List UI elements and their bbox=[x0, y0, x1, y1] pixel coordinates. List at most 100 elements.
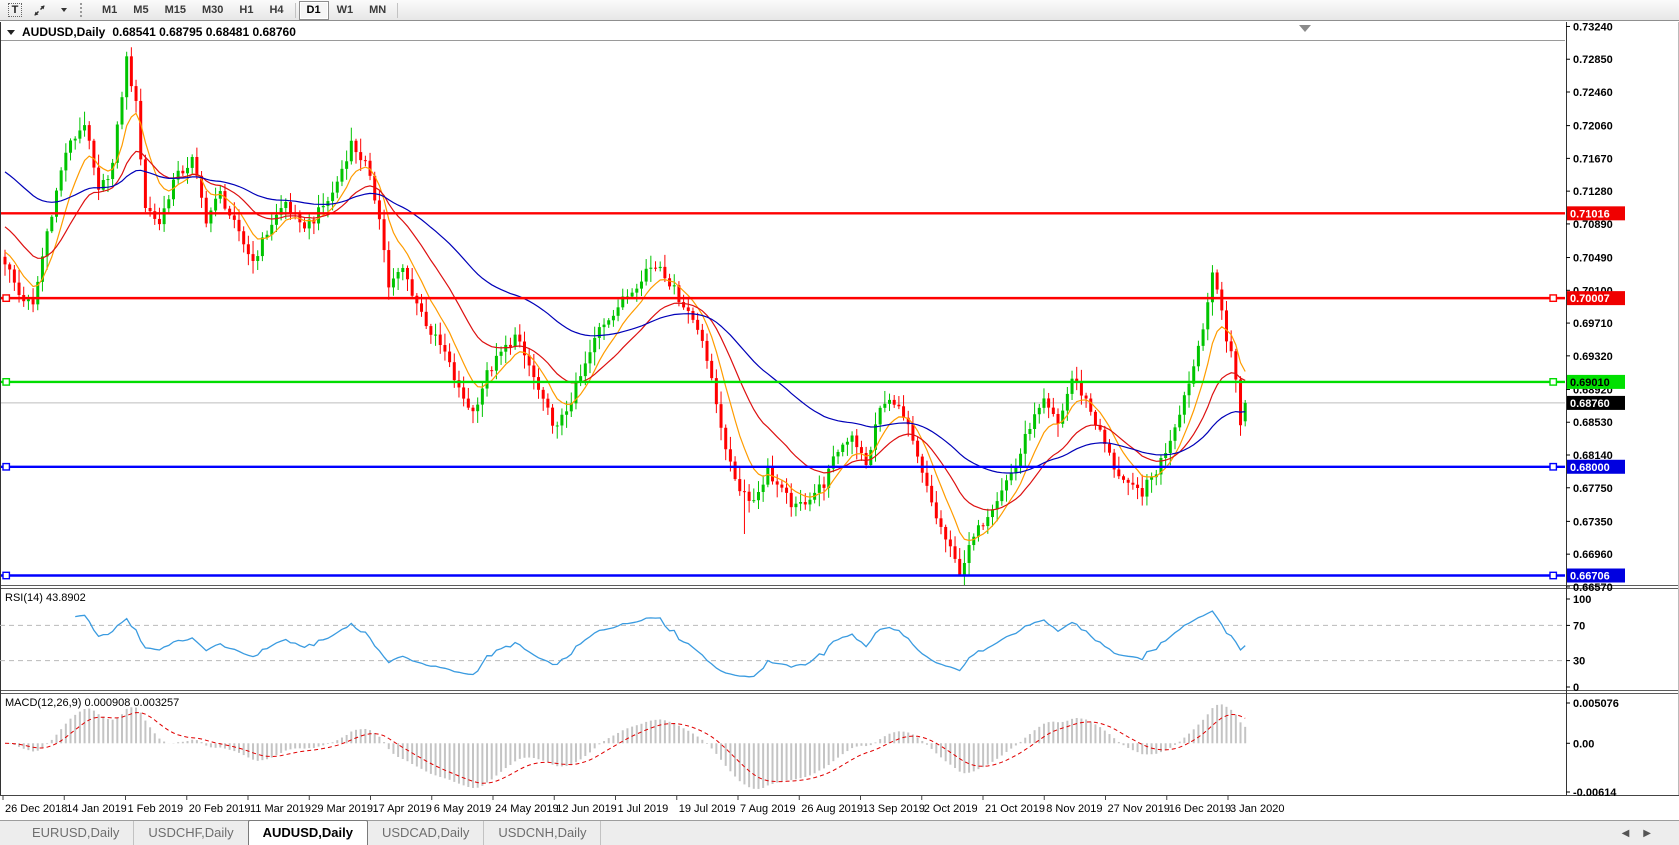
svg-text:0.72460: 0.72460 bbox=[1573, 87, 1613, 99]
svg-text:1 Feb 2019: 1 Feb 2019 bbox=[128, 803, 184, 815]
timeframe-button-mn[interactable]: MN bbox=[369, 4, 387, 16]
svg-text:21 Oct 2019: 21 Oct 2019 bbox=[985, 803, 1045, 815]
macd-signal-line bbox=[4, 712, 1246, 784]
candles bbox=[3, 47, 1247, 586]
svg-text:0.73240: 0.73240 bbox=[1573, 22, 1613, 33]
tab-scroll-left-button[interactable]: ◀ bbox=[1621, 827, 1630, 839]
svg-text:14 Jan 2019: 14 Jan 2019 bbox=[66, 803, 127, 815]
price-axis[interactable]: 0.73240 0.72850 0.72460 0.72060 0.71670 0.712… bbox=[1566, 22, 1613, 594]
rsi-indicator-label: RSI(14) 43.8902 bbox=[5, 592, 86, 604]
svg-text:27 Nov 2019: 27 Nov 2019 bbox=[1108, 803, 1170, 815]
svg-text:0.67750: 0.67750 bbox=[1573, 483, 1613, 495]
timeframe-button-m1[interactable]: M1 bbox=[102, 4, 118, 16]
svg-text:70: 70 bbox=[1573, 620, 1585, 632]
macd-indicator-label: MACD(12,26,9) 0.000908 0.003257 bbox=[5, 697, 180, 709]
price-badges: 0.71016 0.70007 0.69010 0.68000 0.66706 0.687… bbox=[1567, 206, 1625, 583]
chart-ohlc-values: 0.68541 0.68795 0.68481 0.68760 bbox=[112, 25, 296, 39]
timeframe-button-d1[interactable]: D1 bbox=[298, 0, 329, 20]
chart-title: AUDUSD,Daily 0.68541 0.68795 0.68481 0.6… bbox=[7, 25, 296, 39]
svg-text:0.66570: 0.66570 bbox=[1573, 582, 1613, 594]
svg-text:13 Sep 2019: 13 Sep 2019 bbox=[863, 803, 925, 815]
svg-text:0.71670: 0.71670 bbox=[1573, 153, 1613, 165]
svg-text:0.69710: 0.69710 bbox=[1573, 318, 1613, 330]
svg-text:0.66706: 0.66706 bbox=[1570, 571, 1610, 583]
svg-text:0: 0 bbox=[1573, 682, 1579, 694]
chart-symbol-label: AUDUSD,Daily bbox=[22, 25, 106, 39]
svg-text:0.69010: 0.69010 bbox=[1570, 377, 1610, 389]
svg-text:0.69320: 0.69320 bbox=[1573, 351, 1613, 363]
svg-text:0.72060: 0.72060 bbox=[1573, 121, 1613, 133]
svg-text:16 Dec 2019: 16 Dec 2019 bbox=[1169, 803, 1231, 815]
text-tool-button[interactable]: T bbox=[4, 1, 26, 20]
timeframe-buttons: M1 M5 M15 M30 H1 H4 D1 W1 MN bbox=[94, 0, 401, 20]
rsi-panel[interactable]: 100 70 30 0 bbox=[0, 594, 1591, 694]
chart-tab-usdcad[interactable]: USDCAD,Daily bbox=[368, 821, 485, 845]
svg-text:24 May 2019: 24 May 2019 bbox=[495, 803, 559, 815]
svg-text:0.68140: 0.68140 bbox=[1573, 450, 1613, 462]
svg-text:0.71016: 0.71016 bbox=[1570, 208, 1610, 220]
svg-text:0.68530: 0.68530 bbox=[1573, 417, 1613, 429]
chart-menu-icon[interactable] bbox=[7, 29, 15, 35]
timeframe-button-w1[interactable]: W1 bbox=[336, 4, 354, 16]
arrange-dropdown-button[interactable] bbox=[52, 1, 74, 20]
arrange-tool-button[interactable] bbox=[28, 1, 50, 20]
svg-text:0.72850: 0.72850 bbox=[1573, 54, 1613, 66]
chart-canvas[interactable]: 0.73240 0.72850 0.72460 0.72060 0.71670 0.712… bbox=[0, 22, 1679, 820]
toolbar: T M1 M5 M15 M30 H1 H4 D1 W1 MN bbox=[0, 0, 1679, 21]
tab-scrollers: ◀ ▶ bbox=[1622, 821, 1679, 845]
svg-text:100: 100 bbox=[1573, 594, 1591, 606]
chart-tab-usdchf[interactable]: USDCHF,Daily bbox=[134, 821, 249, 845]
toolbar-separator bbox=[397, 2, 399, 18]
svg-text:30: 30 bbox=[1573, 656, 1585, 668]
toolbar-separator bbox=[294, 2, 296, 18]
svg-text:20 Feb 2019: 20 Feb 2019 bbox=[189, 803, 251, 815]
chart-tab-eurusd[interactable]: EURUSD,Daily bbox=[18, 821, 135, 845]
timeframe-button-h4[interactable]: H4 bbox=[269, 4, 284, 16]
svg-text:1 Jul 2019: 1 Jul 2019 bbox=[618, 803, 669, 815]
svg-text:12 Jun 2019: 12 Jun 2019 bbox=[556, 803, 617, 815]
rsi-line bbox=[75, 610, 1246, 678]
svg-text:0.70490: 0.70490 bbox=[1573, 253, 1613, 265]
svg-text:17 Apr 2019: 17 Apr 2019 bbox=[373, 803, 432, 815]
svg-text:26 Dec 2018: 26 Dec 2018 bbox=[5, 803, 67, 815]
toolbar-grip[interactable] bbox=[80, 3, 88, 17]
hline-handle[interactable] bbox=[1549, 294, 1558, 303]
svg-text:0.70890: 0.70890 bbox=[1573, 219, 1613, 231]
svg-text:8 Nov 2019: 8 Nov 2019 bbox=[1046, 803, 1102, 815]
svg-text:6 May 2019: 6 May 2019 bbox=[434, 803, 491, 815]
moving-averages bbox=[4, 112, 1246, 542]
diagonal-arrows-icon bbox=[33, 4, 45, 16]
chart-tab-audusd[interactable]: AUDUSD,Daily bbox=[247, 820, 368, 845]
hline-handle[interactable] bbox=[2, 377, 11, 386]
hline-handle[interactable] bbox=[2, 571, 11, 580]
chart-tab-usdcnh[interactable]: USDCNH,Daily bbox=[484, 821, 602, 845]
timeframe-button-m15[interactable]: M15 bbox=[164, 4, 186, 16]
svg-text:0.68760: 0.68760 bbox=[1570, 398, 1610, 410]
hline-handle[interactable] bbox=[1549, 571, 1558, 580]
svg-text:11 Mar 2019: 11 Mar 2019 bbox=[250, 803, 311, 815]
horizontal-lines[interactable] bbox=[0, 212, 1565, 580]
timeframe-button-h1[interactable]: H1 bbox=[239, 4, 254, 16]
macd-panel[interactable]: 0.005076 0.00 -0.00614 bbox=[4, 698, 1619, 799]
chevron-down-icon bbox=[61, 8, 67, 12]
svg-text:0.68000: 0.68000 bbox=[1570, 462, 1610, 474]
svg-text:0.00: 0.00 bbox=[1573, 738, 1594, 750]
svg-text:0.67350: 0.67350 bbox=[1573, 516, 1613, 528]
chart-tab-bar: EURUSD,Daily USDCHF,Daily AUDUSD,Daily USDC… bbox=[0, 820, 1679, 845]
chart-tabs: EURUSD,Daily USDCHF,Daily AUDUSD,Daily USDC… bbox=[18, 820, 602, 845]
svg-text:0.005076: 0.005076 bbox=[1573, 698, 1619, 710]
hline-handle[interactable] bbox=[1549, 462, 1558, 471]
timeframe-button-m30[interactable]: M30 bbox=[201, 4, 224, 16]
tab-scroll-right-button[interactable]: ▶ bbox=[1643, 827, 1651, 839]
svg-text:0.70007: 0.70007 bbox=[1570, 293, 1610, 305]
hline-handle[interactable] bbox=[1549, 377, 1558, 386]
hline-handle[interactable] bbox=[2, 462, 11, 471]
svg-text:0.66960: 0.66960 bbox=[1573, 549, 1613, 561]
hline-handle[interactable] bbox=[2, 294, 11, 303]
timeframe-button-m5[interactable]: M5 bbox=[133, 4, 149, 16]
svg-text:26 Aug 2019: 26 Aug 2019 bbox=[801, 803, 863, 815]
svg-text:29 Mar 2019: 29 Mar 2019 bbox=[311, 803, 373, 815]
chart-shift-marker[interactable] bbox=[1299, 25, 1311, 32]
ma-line-55 bbox=[4, 169, 1246, 474]
